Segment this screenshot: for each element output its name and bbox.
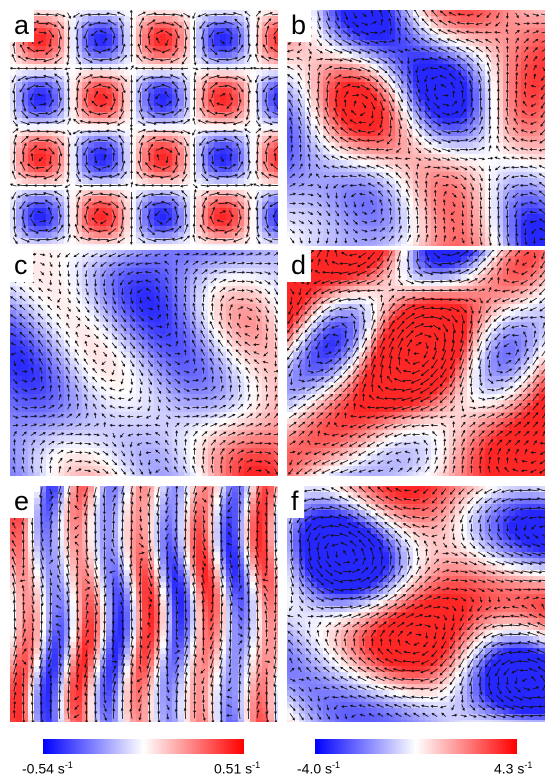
colorbar-right <box>315 739 517 754</box>
vorticity-field-f <box>287 486 545 722</box>
vorticity-field-b <box>287 10 545 246</box>
panel-label-f: f <box>287 486 304 518</box>
panel-f: f <box>287 486 545 722</box>
velocity-arrows <box>287 10 545 246</box>
velocity-arrows <box>287 250 545 475</box>
panel-c: c <box>10 250 278 476</box>
vorticity-field-d <box>287 250 545 476</box>
colorbar-left-min-label: -0.54 s-1 <box>22 760 73 777</box>
velocity-arrows <box>10 252 278 476</box>
panel-label-a: a <box>10 10 35 42</box>
vorticity-map <box>287 10 545 246</box>
colorbar-left-max-label: 0.51 s-1 <box>214 760 261 777</box>
velocity-arrows <box>10 10 278 245</box>
colorbar-left <box>43 739 244 754</box>
panel-e: e <box>10 486 278 722</box>
panel-label-c: c <box>10 250 33 282</box>
panel-label-b: b <box>287 10 312 42</box>
panel-label-d: d <box>287 250 312 282</box>
vorticity-field-a <box>10 10 278 246</box>
colorbar-right-max-label: 4.3 s-1 <box>494 760 533 777</box>
panel-b: b <box>287 10 545 246</box>
panel-label-e: e <box>10 486 35 518</box>
colorbar-right-min-label: -4.0 s-1 <box>297 760 341 777</box>
vorticity-field-e <box>10 486 278 722</box>
vorticity-field-c <box>10 250 278 476</box>
panel-a: a <box>10 10 278 246</box>
panel-d: d <box>287 250 545 476</box>
